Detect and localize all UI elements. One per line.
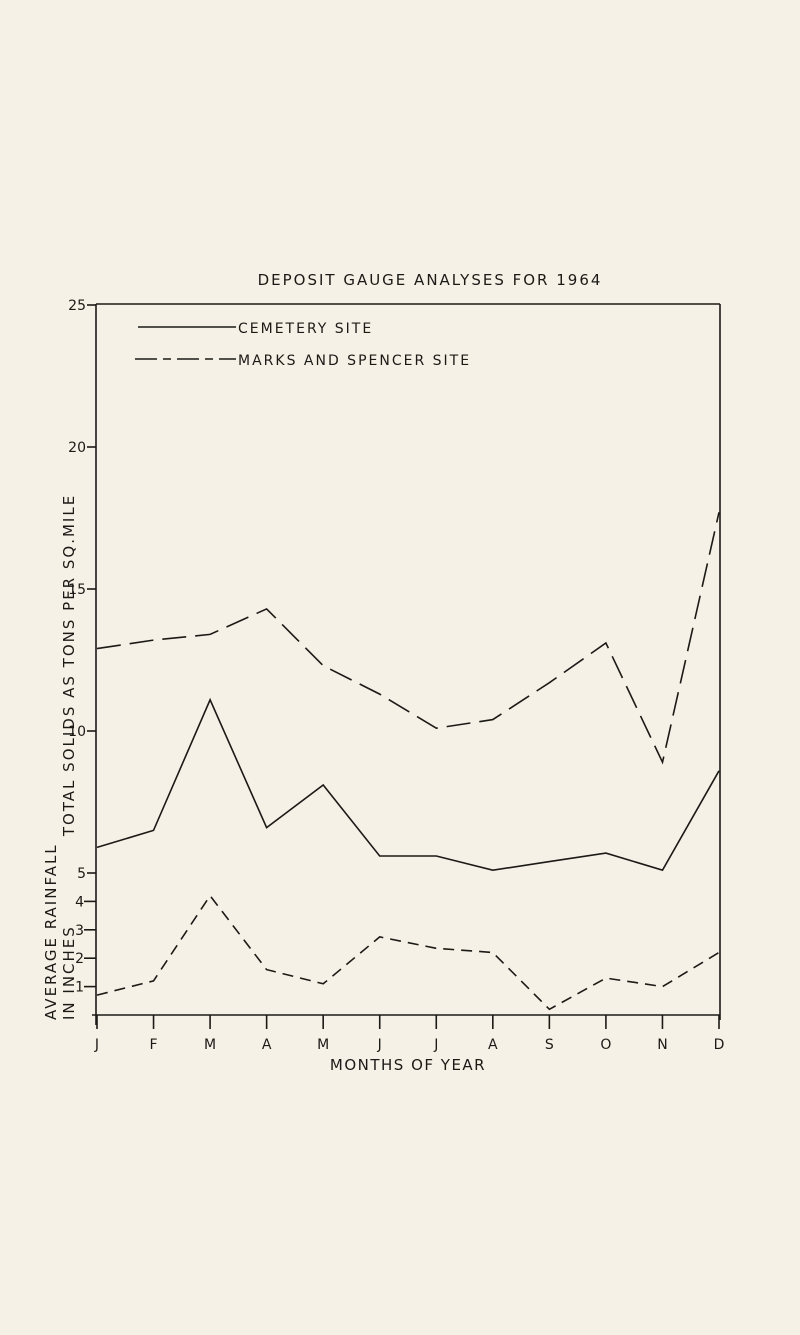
- x-tick-label: A: [488, 1037, 498, 1053]
- x-tick-label: M: [204, 1037, 216, 1053]
- cemetery-line: [96, 697, 720, 872]
- rainfall-tick-label: 4: [75, 894, 84, 910]
- x-axis-label: MONTHS OF YEAR: [330, 1056, 486, 1074]
- rainfall-tick-label: 3: [75, 923, 84, 939]
- y-axis-label-rainfall: AVERAGE RAINFALL: [42, 843, 60, 1020]
- y-tick-label: 5: [77, 866, 86, 882]
- y-tick-label: 10: [68, 724, 86, 740]
- x-tick-label: O: [600, 1037, 611, 1053]
- x-tick-label: A: [262, 1037, 272, 1053]
- y-tick-label: 25: [68, 298, 86, 314]
- rainfall-tick-label: 1: [75, 980, 84, 996]
- rainfall-line: [96, 894, 720, 1011]
- x-tick-label: F: [150, 1037, 158, 1053]
- x-tick-label: J: [377, 1037, 382, 1053]
- x-tick-label: N: [657, 1037, 667, 1053]
- x-tick-label: J: [433, 1037, 438, 1053]
- rainfall-tick-label: 2: [75, 951, 84, 967]
- y-tick-label: 15: [68, 582, 86, 598]
- x-tick-label: D: [714, 1037, 725, 1053]
- chart-title: DEPOSIT GAUGE ANALYSES FOR 1964: [258, 271, 603, 289]
- x-tick-label: S: [545, 1037, 554, 1053]
- y-tick-label: 20: [68, 440, 86, 456]
- legend: CEMETERY SITE MARKS AND SPENCER SITE: [135, 321, 471, 369]
- series-lines: [96, 512, 720, 1011]
- x-tick-label: J: [94, 1037, 99, 1053]
- x-tick-label: M: [317, 1037, 329, 1053]
- legend-label-cemetery: CEMETERY SITE: [238, 321, 373, 337]
- y-axis-label-solids: TOTAL SOLIDS AS TONS PER SQ.MILE: [60, 494, 78, 837]
- legend-label-marks-spencer: MARKS AND SPENCER SITE: [238, 353, 471, 369]
- marks-spencer-line: [96, 512, 720, 765]
- y-axis-ticks: 25 20 15 10 5 4 3 2 1: [68, 298, 96, 996]
- y-axis-label-rainfall-units: IN INCHES: [60, 925, 78, 1020]
- plot-frame: [92, 303, 721, 1025]
